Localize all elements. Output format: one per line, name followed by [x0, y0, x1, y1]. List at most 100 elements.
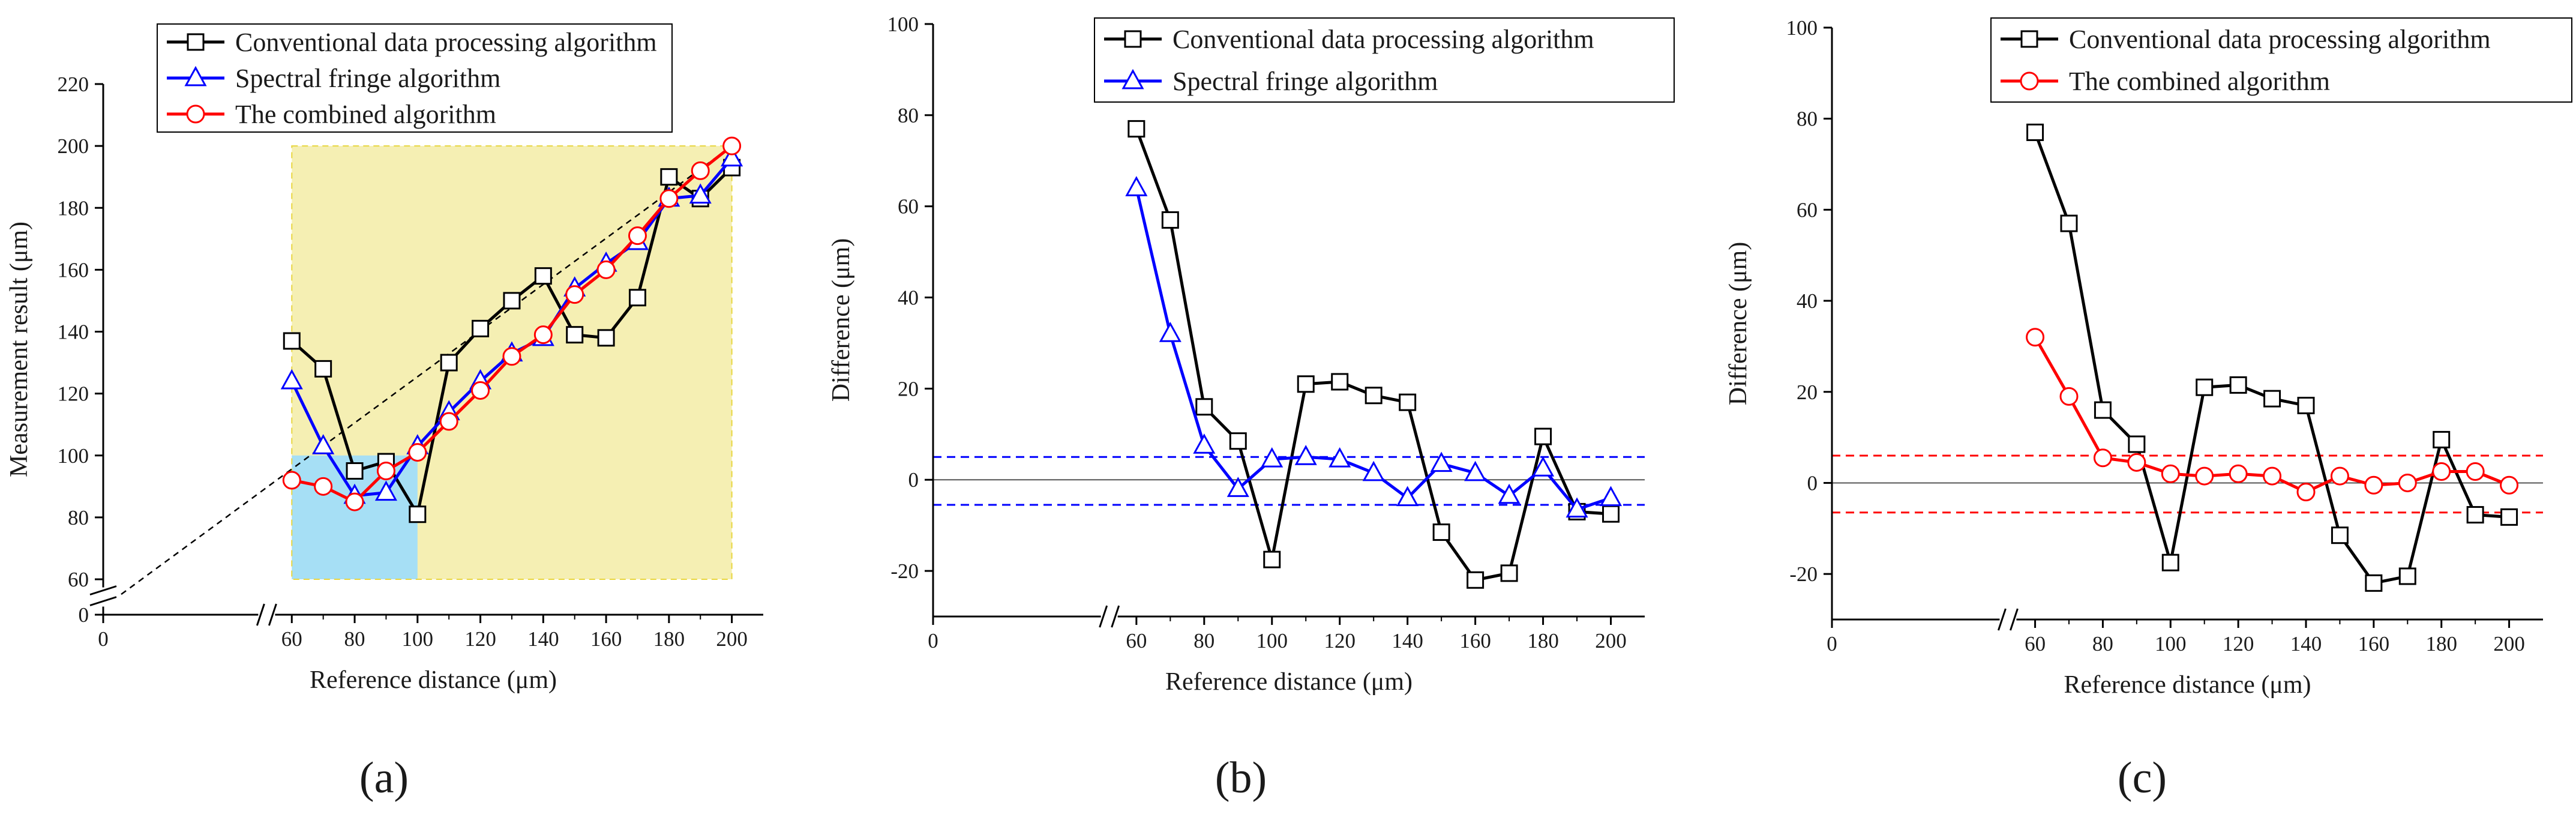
data-point	[533, 325, 553, 345]
data-point	[1362, 460, 1385, 481]
data-point	[1195, 398, 1213, 416]
x-tick-label: 80	[344, 627, 365, 651]
data-point	[1226, 477, 1249, 497]
x-tick-label: 80	[1193, 629, 1214, 653]
data-point	[2433, 430, 2451, 448]
data-point	[2229, 464, 2248, 483]
y-tick-label: 80	[898, 104, 919, 127]
x-tick-label: 180	[653, 627, 685, 651]
data-point	[2500, 475, 2519, 495]
y-tick-label: 60	[1797, 198, 1818, 222]
data-point	[2466, 506, 2484, 524]
data-point	[1467, 571, 1485, 589]
y-tick-label: 120	[58, 382, 89, 406]
data-point	[1566, 497, 1588, 518]
x-break-mark	[2010, 608, 2019, 631]
y-tick-label: 40	[898, 286, 919, 310]
legend-label: Spectral fringe algorithm	[235, 64, 500, 93]
x-tick-label: 140	[1392, 629, 1423, 653]
y-tick-label: 100	[58, 444, 89, 468]
y-tick-label: 220	[58, 73, 89, 96]
data-point	[628, 226, 647, 246]
series-line	[1135, 128, 1611, 582]
y-tick-label: 60	[898, 195, 919, 219]
data-point	[691, 161, 710, 180]
data-point	[345, 492, 364, 511]
series-circle	[282, 136, 742, 511]
x-break-mark	[1099, 605, 1108, 628]
legend-label: Conventional data processing algorithm	[2069, 25, 2491, 54]
data-point	[2195, 466, 2214, 486]
legend-box	[1990, 17, 2572, 103]
data-point	[1396, 486, 1419, 507]
x-break-gap	[258, 610, 275, 620]
chart-panel-2: 0 60 80 100 120 140 160 180 200 -20 0 20 40 60 80 100 Re…	[1725, 16, 2572, 803]
y-tick-label: -20	[1789, 562, 1818, 586]
x-tick-label: 140	[2290, 632, 2322, 656]
data-point	[2296, 483, 2316, 502]
data-point	[1602, 505, 1620, 523]
data-point	[283, 332, 301, 350]
legend-marker	[184, 65, 207, 86]
data-point	[2026, 328, 2045, 347]
data-point	[2127, 453, 2146, 472]
data-point	[1532, 456, 1555, 477]
data-point	[722, 136, 742, 155]
x-tick-label: 120	[1324, 629, 1356, 653]
legend-label: Conventional data processing algorithm	[235, 28, 657, 57]
x-tick-label: 0	[928, 629, 938, 653]
chart-panel-0: 0 60 80 100 120 140 160 180 200 0 60 80 100 120 140 160…	[5, 23, 763, 803]
data-point	[566, 326, 584, 344]
x-tick-label: 100	[402, 627, 434, 651]
data-point	[2196, 378, 2214, 396]
data-point	[1432, 523, 1450, 541]
x-tick-label: 80	[2092, 632, 2113, 656]
data-point	[409, 505, 427, 523]
data-point	[1500, 564, 1518, 582]
series-square	[283, 158, 741, 523]
x-tick-label: 60	[1126, 629, 1147, 653]
legend-box	[1094, 17, 1675, 103]
data-point	[2128, 435, 2146, 453]
y-axis-title: Difference (μm)	[827, 238, 855, 402]
data-point	[597, 329, 615, 347]
data-point	[2398, 473, 2417, 492]
data-point	[1365, 387, 1383, 405]
y-tick-label: 180	[58, 196, 89, 220]
data-point	[2060, 214, 2078, 232]
x-tick-label: 140	[527, 627, 559, 651]
data-point	[1159, 322, 1181, 342]
data-point	[1599, 486, 1623, 507]
data-point	[2059, 387, 2079, 406]
data-point	[2331, 526, 2349, 544]
y-tick-label: 0	[79, 603, 89, 627]
data-point	[1430, 451, 1453, 472]
panel-label: (b)	[1215, 753, 1267, 803]
legend-label: The combined algorithm	[2069, 67, 2330, 96]
panel-label: (a)	[359, 753, 409, 803]
data-point	[534, 267, 552, 285]
data-point	[596, 260, 616, 279]
data-point	[502, 347, 521, 366]
legend-box	[157, 23, 673, 133]
data-point	[628, 289, 646, 307]
y-tick-label: 80	[1797, 107, 1818, 131]
data-point	[660, 168, 678, 186]
data-point	[440, 354, 458, 372]
x-tick-label: 0	[1827, 632, 1837, 656]
data-point	[2297, 397, 2315, 415]
y-axis-title: Measurement result (μm)	[5, 222, 33, 477]
x-break-mark	[1111, 605, 1120, 628]
data-point	[2500, 508, 2518, 526]
data-point	[2161, 553, 2179, 571]
x-break-mark	[256, 603, 265, 626]
data-point	[1331, 373, 1349, 391]
x-break-gap	[1999, 615, 2017, 624]
y-tick-label: 100	[887, 13, 919, 36]
x-break-mark	[268, 603, 277, 626]
data-point	[2330, 466, 2349, 486]
x-axis-title: Reference distance (μm)	[1165, 668, 1413, 696]
legend-label: Spectral fringe algorithm	[1172, 67, 1438, 96]
data-point	[439, 412, 458, 431]
